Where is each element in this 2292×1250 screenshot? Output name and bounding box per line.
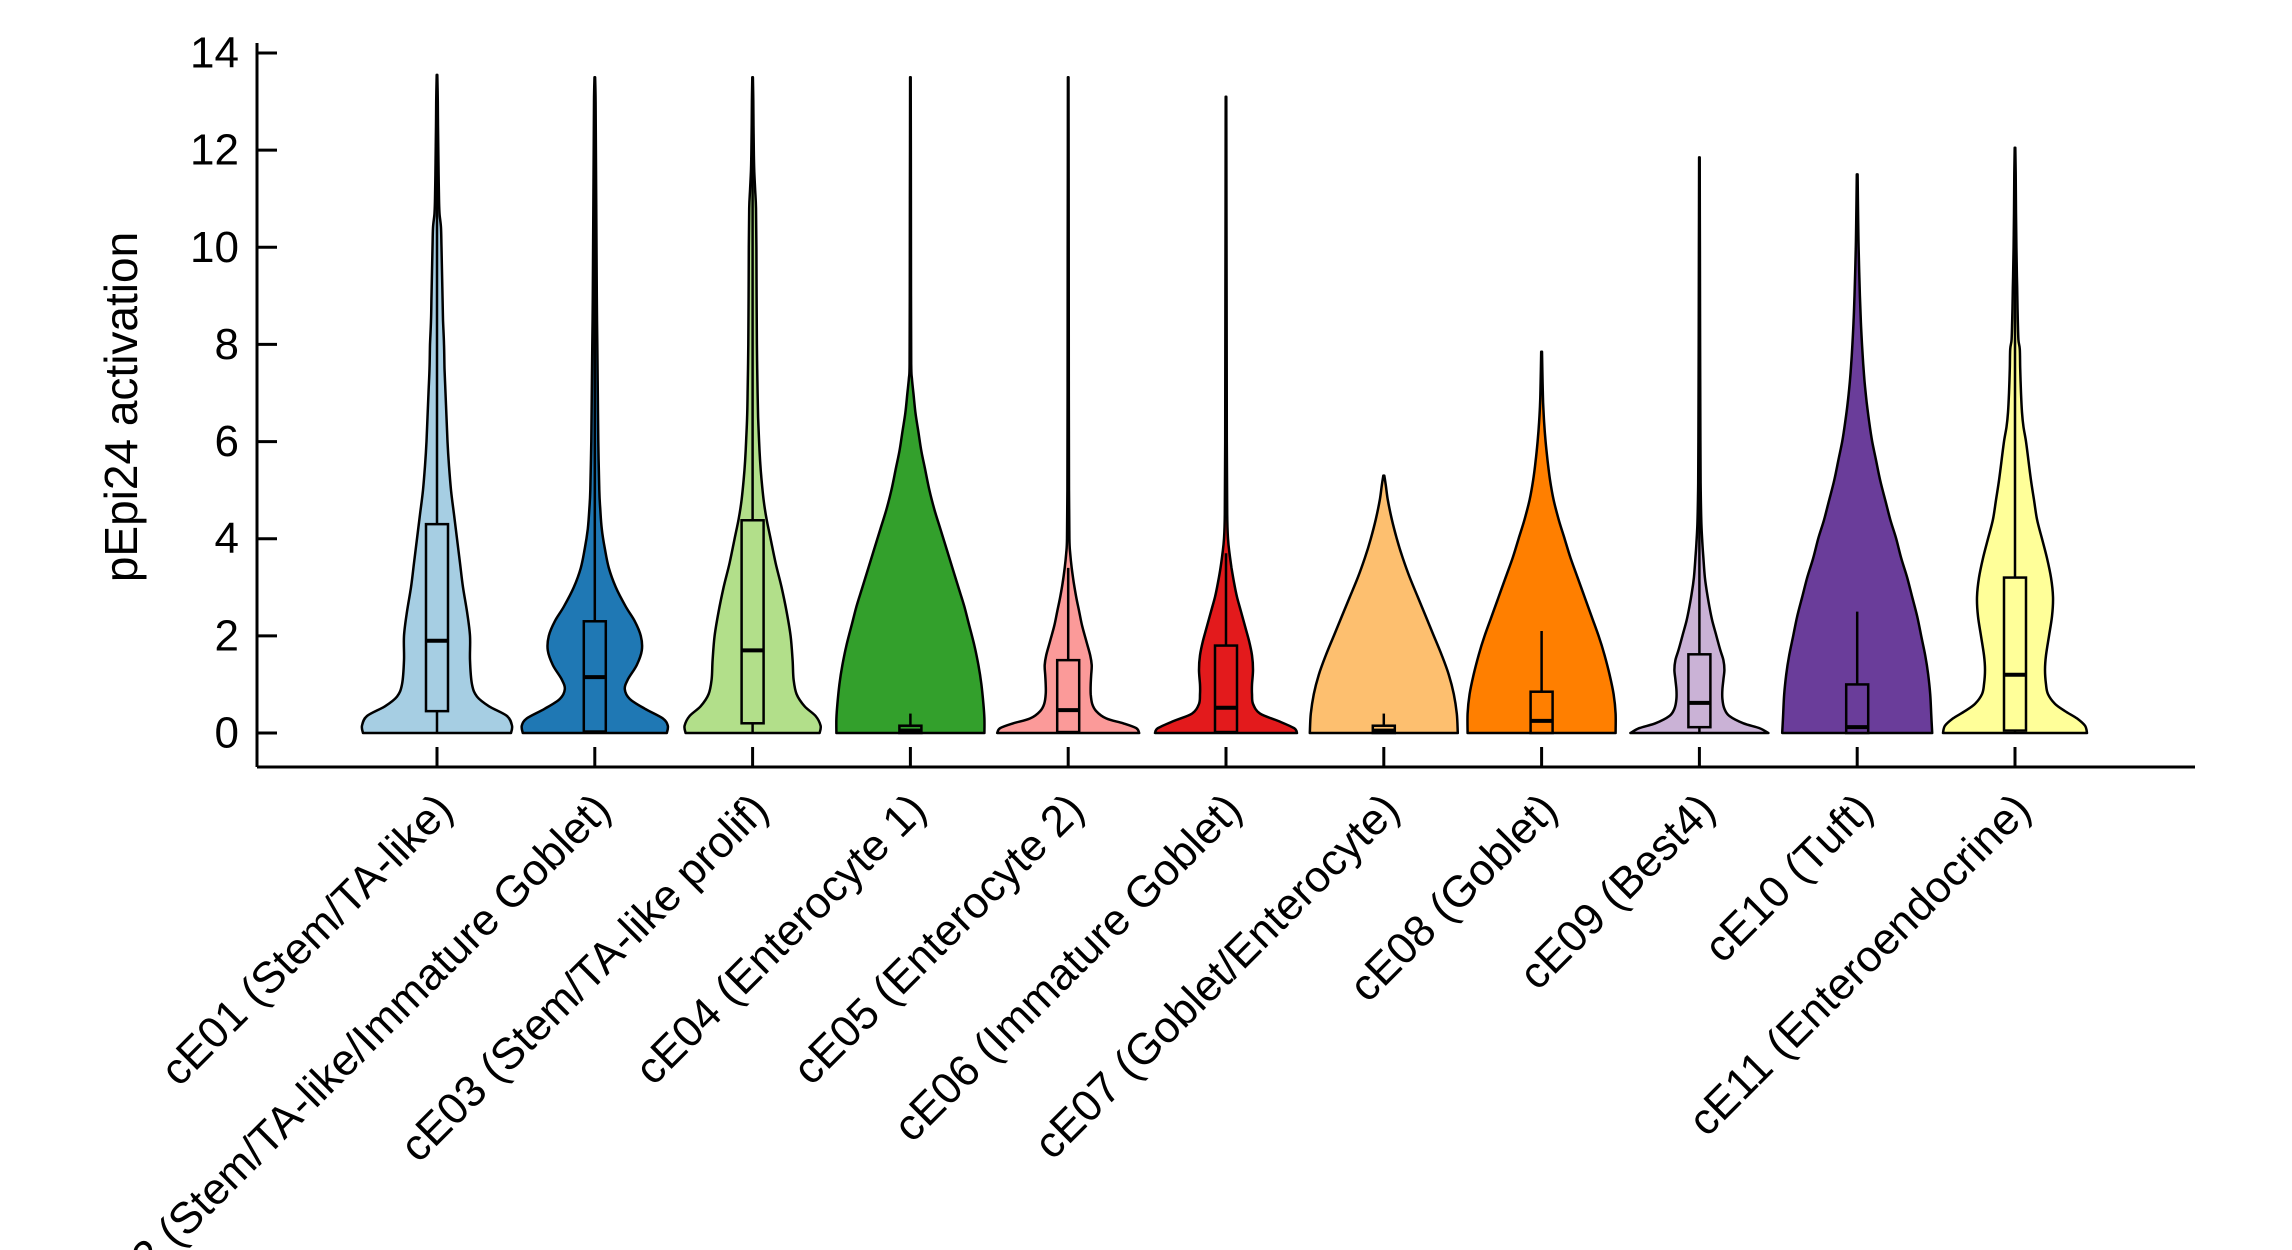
violin-cE03 [683,76,823,735]
box [1844,683,1870,735]
y-tick-label: 0 [215,709,239,758]
x-tick-label: cE01 (Stem/TA-like) [151,784,462,1095]
y-tick-label: 6 [215,417,239,466]
violin-body [1153,95,1299,735]
violin-body [1308,474,1460,735]
box [2002,576,2028,732]
y-tick-label: 12 [190,126,239,175]
violin-cE06 [1153,95,1299,735]
violin-cE05 [995,76,1141,735]
violin-cE07 [1308,474,1460,735]
box [424,522,450,713]
y-tick-label: 8 [215,320,239,369]
box [1529,690,1554,735]
violin-cE02 [520,76,670,735]
x-tick-label: cE04 (Enterocyte 1) [626,784,936,1094]
box [1687,653,1712,729]
violin-cE01 [360,73,514,735]
y-tick-label: 2 [215,611,239,660]
box [1213,644,1239,734]
box [740,519,765,725]
violin-cE11 [1941,146,2089,735]
y-tick-label: 4 [215,514,239,563]
violin-body [995,76,1141,735]
y-tick-label: 10 [190,223,239,272]
x-tick-label: cE05 (Enterocyte 2) [784,784,1094,1094]
violin-cE09 [1629,156,1770,735]
violin-cE10 [1780,173,1934,735]
violin-body [1466,350,1617,735]
violin-cE08 [1466,350,1617,735]
y-axis-title: pEpi24 activation [95,232,147,582]
violin-body [1780,173,1934,735]
box [1055,658,1081,734]
violins-layer [360,73,2089,735]
violin-body [835,76,986,735]
violin-cE04 [835,76,986,735]
y-tick-label: 14 [190,29,239,78]
